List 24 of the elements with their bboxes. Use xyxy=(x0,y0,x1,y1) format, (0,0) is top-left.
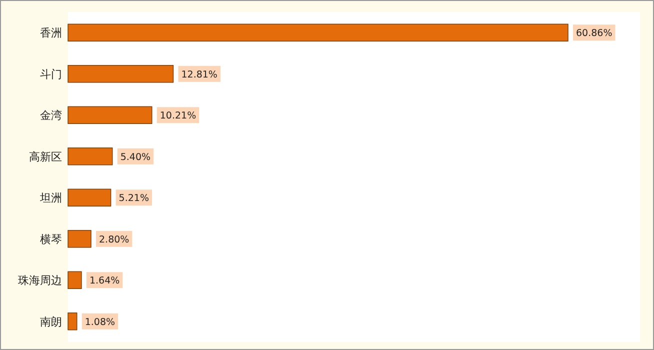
y-tick-label: 香洲 xyxy=(40,26,62,40)
y-tick-label: 南朗 xyxy=(40,315,62,328)
bar xyxy=(68,271,82,289)
y-tick-label: 坦洲 xyxy=(39,192,62,205)
y-tick-label: 金湾 xyxy=(40,109,62,122)
bar xyxy=(68,148,113,166)
bar xyxy=(68,106,152,124)
data-label: 2.80% xyxy=(99,234,130,246)
bar xyxy=(68,312,78,330)
y-tick-label: 高新区 xyxy=(29,150,62,164)
data-label: 12.81% xyxy=(181,69,218,80)
data-label: 5.40% xyxy=(120,152,151,163)
y-tick-label: 横琴 xyxy=(40,232,62,246)
bar xyxy=(68,65,174,83)
data-label: 60.86% xyxy=(576,28,612,40)
data-label: 5.21% xyxy=(118,193,149,204)
data-label: 1.08% xyxy=(84,316,116,328)
bar xyxy=(68,230,92,248)
y-tick-label: 珠海周边 xyxy=(18,274,62,288)
data-label: 10.21% xyxy=(160,110,196,122)
bar xyxy=(68,24,568,42)
bar xyxy=(68,188,112,206)
data-label: 1.64% xyxy=(89,276,120,287)
y-tick-label: 斗门 xyxy=(40,68,62,81)
